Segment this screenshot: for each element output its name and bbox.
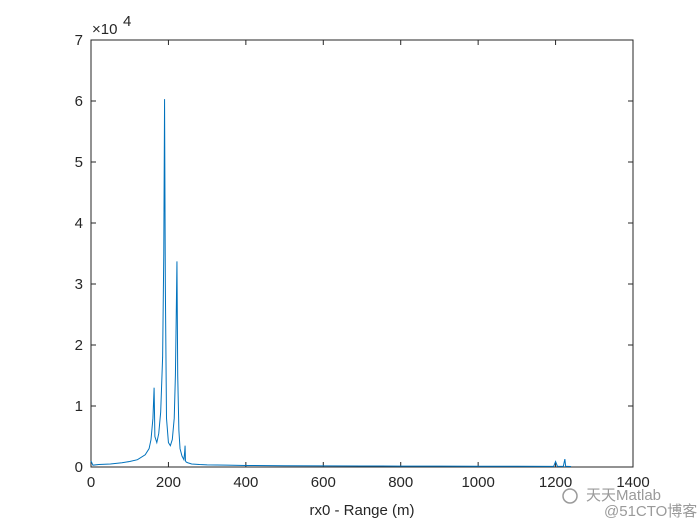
y-tick-label: 3	[75, 276, 83, 293]
y-tick-label: 0	[75, 459, 83, 476]
y-tick-label: 7	[75, 32, 83, 49]
x-tick-label: 1400	[616, 474, 649, 491]
y-tick-label: 1	[75, 398, 83, 415]
x-tick-label: 800	[388, 474, 413, 491]
x-tick-label: 0	[87, 474, 95, 491]
x-tick-label: 400	[233, 474, 258, 491]
x-tick-label: 200	[156, 474, 181, 491]
y-exponent: 4	[123, 13, 131, 30]
watermark-title: 天天Matlab	[586, 487, 661, 504]
watermark-icon	[562, 488, 578, 504]
x-tick-label: 1200	[539, 474, 572, 491]
data-line	[90, 99, 572, 468]
y-tick-label: 5	[75, 154, 83, 171]
y-tick-label: 2	[75, 337, 83, 354]
y-exponent-base: ×10	[92, 21, 117, 38]
watermark-source: @51CTO博客	[604, 503, 697, 520]
y-tick-label: 4	[75, 215, 83, 232]
x-tick-label: 600	[311, 474, 336, 491]
watermark: 天天Matlab @51CTO博客	[562, 487, 697, 520]
x-axis-label: rx0 - Range (m)	[309, 502, 414, 519]
y-tick-label: 6	[75, 93, 83, 110]
axes-box	[90, 39, 634, 468]
x-tick-label: 1000	[461, 474, 494, 491]
